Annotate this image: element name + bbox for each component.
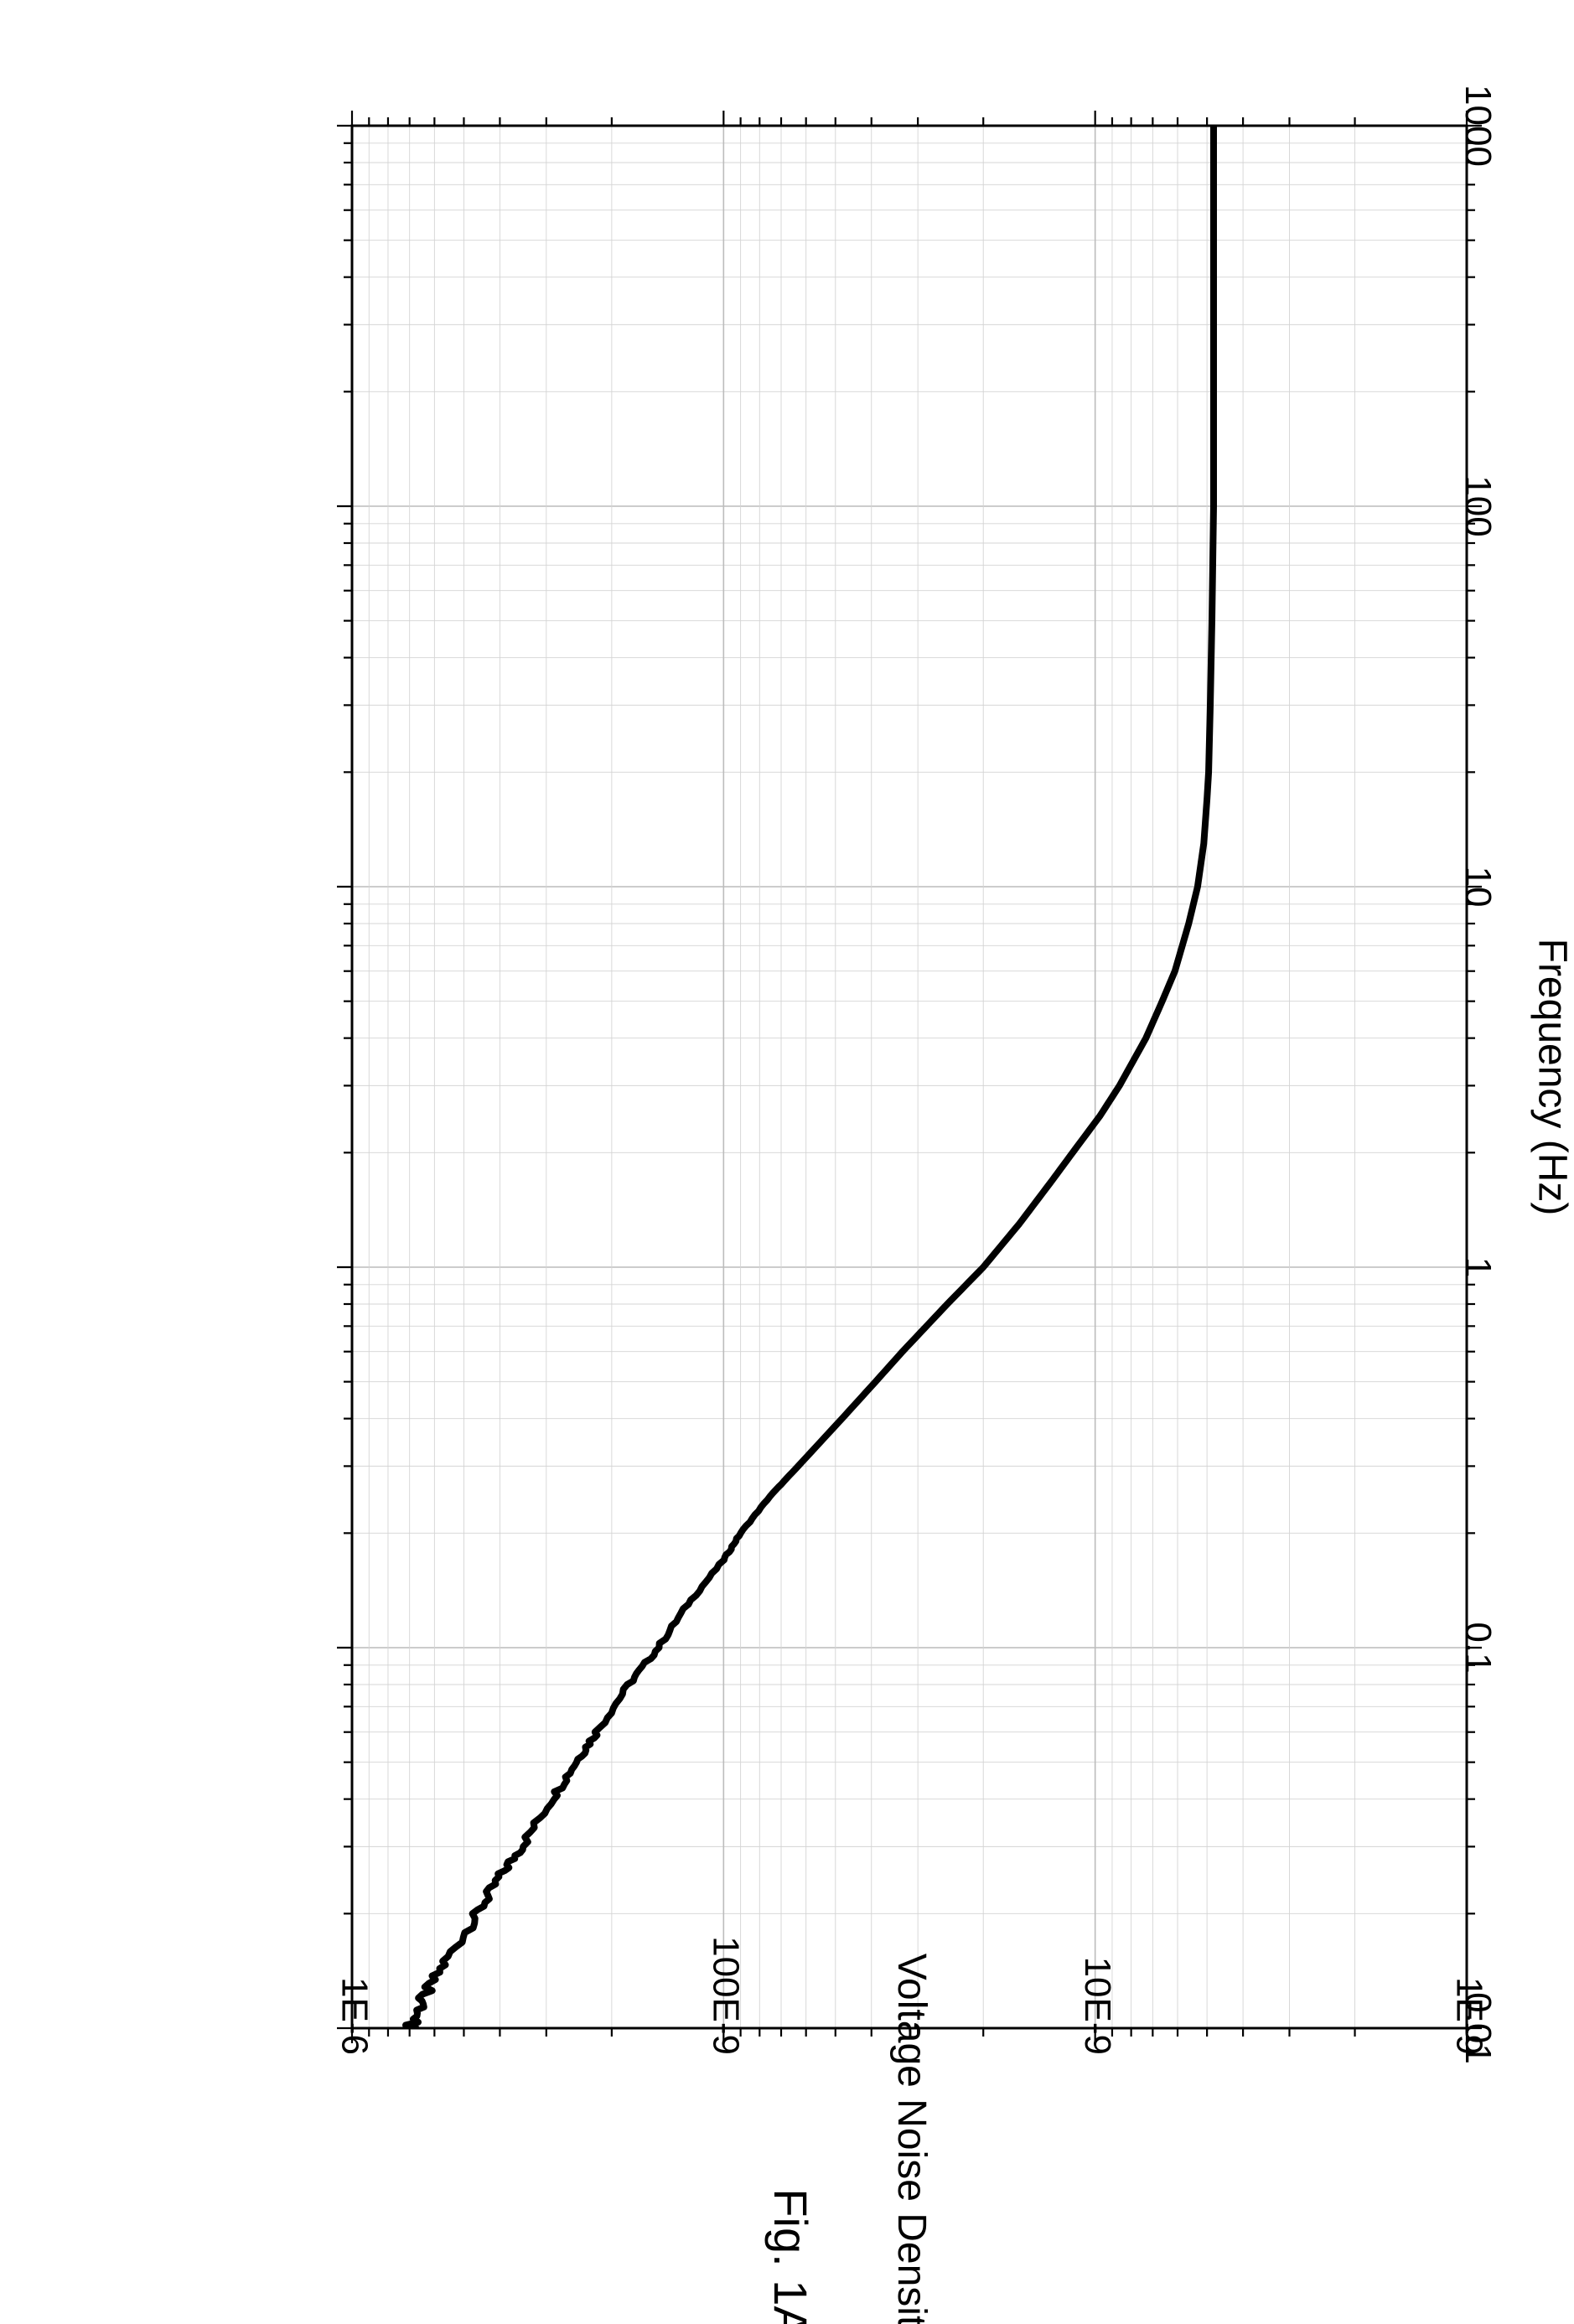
y-tick-label: 10E-9 xyxy=(1077,1957,1118,2055)
x-tick-label: 100 xyxy=(1458,475,1499,536)
svg-text:Voltage Noise Density ( V / √H: Voltage Noise Density ( V / √Hz ) xyxy=(889,1954,934,2324)
y-tick-label: 1E-6 xyxy=(334,1977,375,2055)
x-tick-label: 0.1 xyxy=(1458,1622,1499,1673)
figure-label: Fig. 1A xyxy=(764,2188,817,2324)
y-axis-label: Voltage Noise Density ( V / √Hz ) xyxy=(889,1954,934,2324)
x-tick-label: 10 xyxy=(1458,867,1499,908)
noise-chart: 0.010.111010010001E-910E-9100E-91E-6Freq… xyxy=(0,0,1574,2324)
x-axis-label: Frequency (Hz) xyxy=(1530,939,1574,1216)
x-tick-label: 1 xyxy=(1458,1257,1499,1277)
x-tick-label: 1000 xyxy=(1458,85,1499,167)
chart-container: 0.010.111010010001E-910E-9100E-91E-6Freq… xyxy=(0,0,1574,2324)
y-tick-label: 100E-9 xyxy=(706,1936,747,2055)
y-tick-label: 1E-9 xyxy=(1448,1977,1489,2055)
